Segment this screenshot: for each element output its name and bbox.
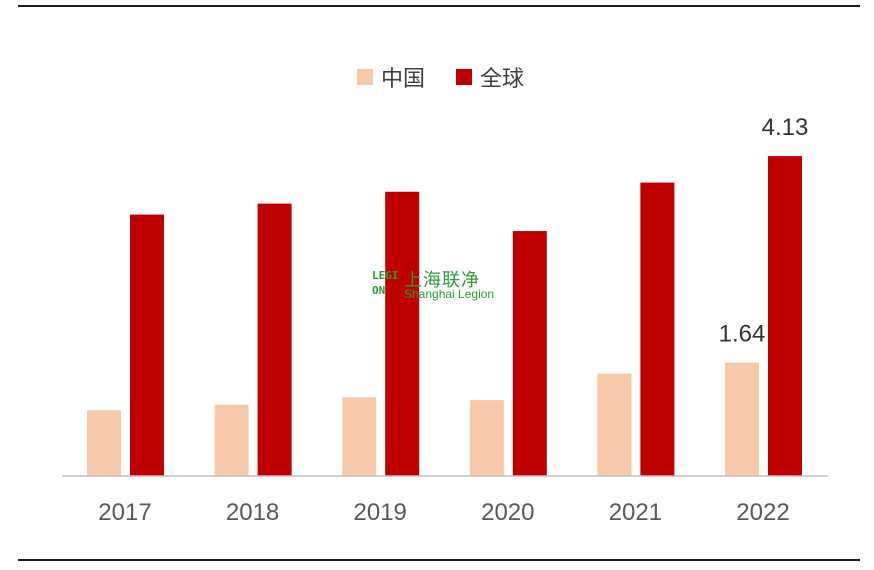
bar-china-2017 [87,410,121,476]
x-tick-2020: 2020 [481,499,534,526]
watermark-name-cn: 上海联净 [404,270,480,291]
legend-label-china: 中国 [381,67,425,92]
bar-china-2018 [214,404,249,476]
bar-global-2022 [768,156,802,476]
bar-china-2020 [469,400,504,476]
data-labels: 1.64 4.13 [719,114,809,348]
watermark-name-en: Shanghai Legion [404,287,495,301]
x-tick-2021: 2021 [609,499,662,526]
x-tick-2019: 2019 [354,499,407,526]
bar-global-2019 [385,191,420,476]
legend: 中国 全球 [357,67,524,92]
x-tick-2017: 2017 [98,499,151,526]
x-tick-labels: 2017 2018 2019 2020 2021 2022 [98,499,789,526]
bottom-rule [18,559,860,561]
bar-china-2019 [342,397,377,476]
bar-global-2018 [257,203,292,477]
legend-swatch-china [357,69,373,85]
bar-global-2017 [130,214,164,476]
data-label-0: 1.64 [719,321,766,348]
watermark-logo: LEGION [372,269,399,297]
bar-global-2021 [640,182,675,476]
top-rule [18,5,860,7]
x-tick-2022: 2022 [736,499,789,526]
bars-group [87,156,802,477]
bar-global-2020 [512,231,547,476]
x-tick-2018: 2018 [226,499,279,526]
bar-china-2021 [597,373,632,476]
legend-swatch-global [456,69,472,85]
data-label-1: 4.13 [762,114,809,141]
watermark: LEGION 上海联净 Shanghai Legion [372,268,508,302]
bar-china-2022 [725,362,759,476]
legend-label-global: 全球 [480,67,524,92]
